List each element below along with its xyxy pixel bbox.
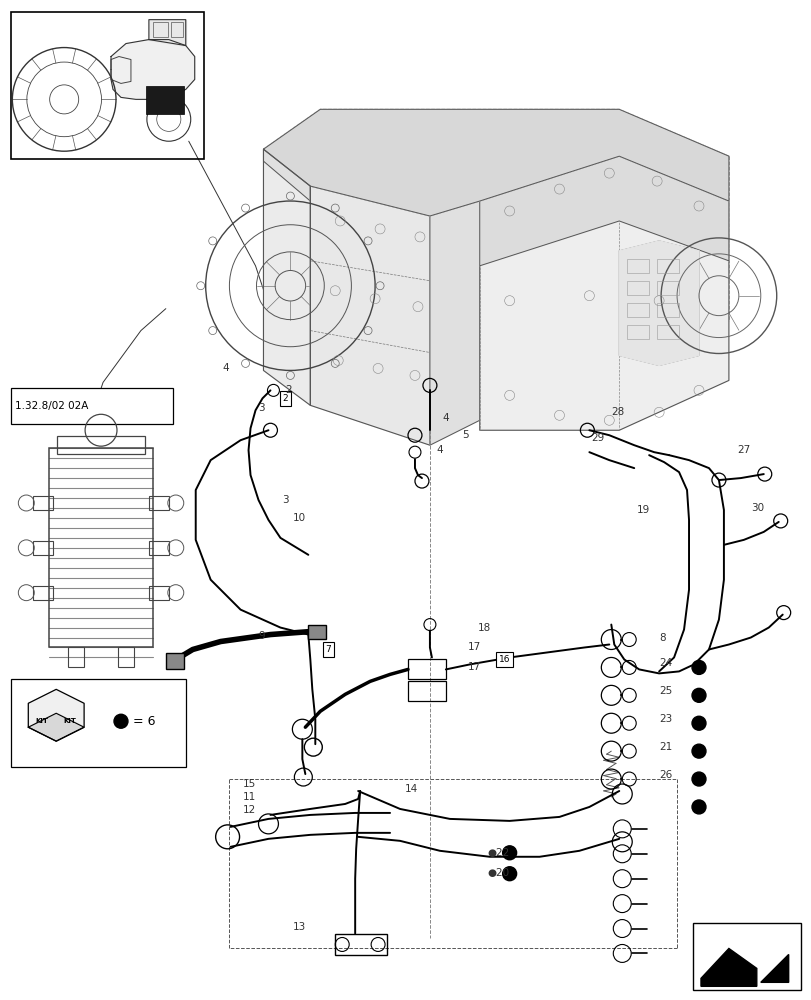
Polygon shape [756,929,796,986]
Text: 17: 17 [467,642,480,652]
Bar [11,12,204,159]
Text: 24: 24 [659,658,672,668]
Text: 2: 2 [282,394,288,403]
Polygon shape [28,689,84,741]
Polygon shape [111,40,195,99]
Text: 29: 29 [590,433,604,443]
Text: ●22: ●22 [487,848,509,858]
Circle shape [114,714,128,728]
Polygon shape [263,149,310,201]
Text: 26: 26 [659,770,672,780]
Polygon shape [28,713,84,741]
Bar [68,647,84,667]
Bar [308,625,326,639]
Text: 3: 3 [258,403,265,413]
Polygon shape [263,149,310,405]
Bar [33,541,54,555]
Bar [148,496,169,510]
Text: 3: 3 [282,495,289,505]
Polygon shape [619,241,698,365]
Polygon shape [263,109,728,370]
Polygon shape [310,186,429,445]
Bar [656,281,678,295]
Bar [11,679,186,767]
Bar [626,281,648,295]
Text: 17: 17 [467,662,480,672]
Text: 28: 28 [611,407,624,417]
Circle shape [691,716,705,730]
Text: 21: 21 [659,742,672,752]
Text: 16: 16 [498,655,510,664]
Bar [33,496,54,510]
Bar [170,22,182,37]
Bar [146,86,183,114]
Bar [335,934,387,955]
Text: KIT: KIT [36,718,49,724]
Bar [165,653,183,669]
Text: 8: 8 [659,633,665,643]
Bar [626,303,648,317]
Text: 5: 5 [461,430,468,440]
Text: 27: 27 [736,445,749,455]
Bar [407,681,445,701]
Text: 1.32.8/02 02A: 1.32.8/02 02A [15,401,88,411]
Bar [692,923,800,990]
Text: 10: 10 [292,513,305,523]
Bar [626,259,648,273]
Text: 11: 11 [242,792,255,802]
Bar [407,659,445,679]
Bar [626,325,648,339]
Text: 2: 2 [285,385,292,395]
Text: KIT: KIT [63,718,76,724]
Circle shape [691,660,705,674]
Text: 13: 13 [292,922,305,932]
Bar [148,586,169,600]
Text: 14: 14 [405,784,418,794]
Bar [57,436,144,454]
Text: 7: 7 [325,645,331,654]
Circle shape [502,846,516,860]
Bar [656,259,678,273]
Polygon shape [479,156,728,430]
Text: 9: 9 [258,631,265,641]
Text: 4: 4 [222,363,229,373]
Bar [118,647,134,667]
Bar [656,325,678,339]
Bar [33,586,54,600]
Bar [11,388,173,424]
Text: 30: 30 [750,503,763,513]
Text: ●20: ●20 [487,868,509,878]
Text: 12: 12 [242,805,255,815]
Text: 18: 18 [477,623,491,633]
Polygon shape [700,948,756,986]
Text: 15: 15 [242,779,255,789]
Polygon shape [760,954,787,982]
Bar [152,22,168,37]
Circle shape [691,744,705,758]
Polygon shape [479,156,728,266]
Text: 25: 25 [659,686,672,696]
Text: 4: 4 [442,413,449,423]
Text: 23: 23 [659,714,672,724]
Circle shape [502,867,516,881]
Bar [656,303,678,317]
Text: = 6: = 6 [133,715,155,728]
Bar [49,448,152,647]
Polygon shape [148,20,186,46]
Text: 4: 4 [436,445,443,455]
Bar [148,541,169,555]
Text: 19: 19 [637,505,650,515]
Circle shape [691,688,705,702]
Polygon shape [263,109,728,216]
Polygon shape [429,201,479,445]
Circle shape [691,772,705,786]
Circle shape [691,800,705,814]
